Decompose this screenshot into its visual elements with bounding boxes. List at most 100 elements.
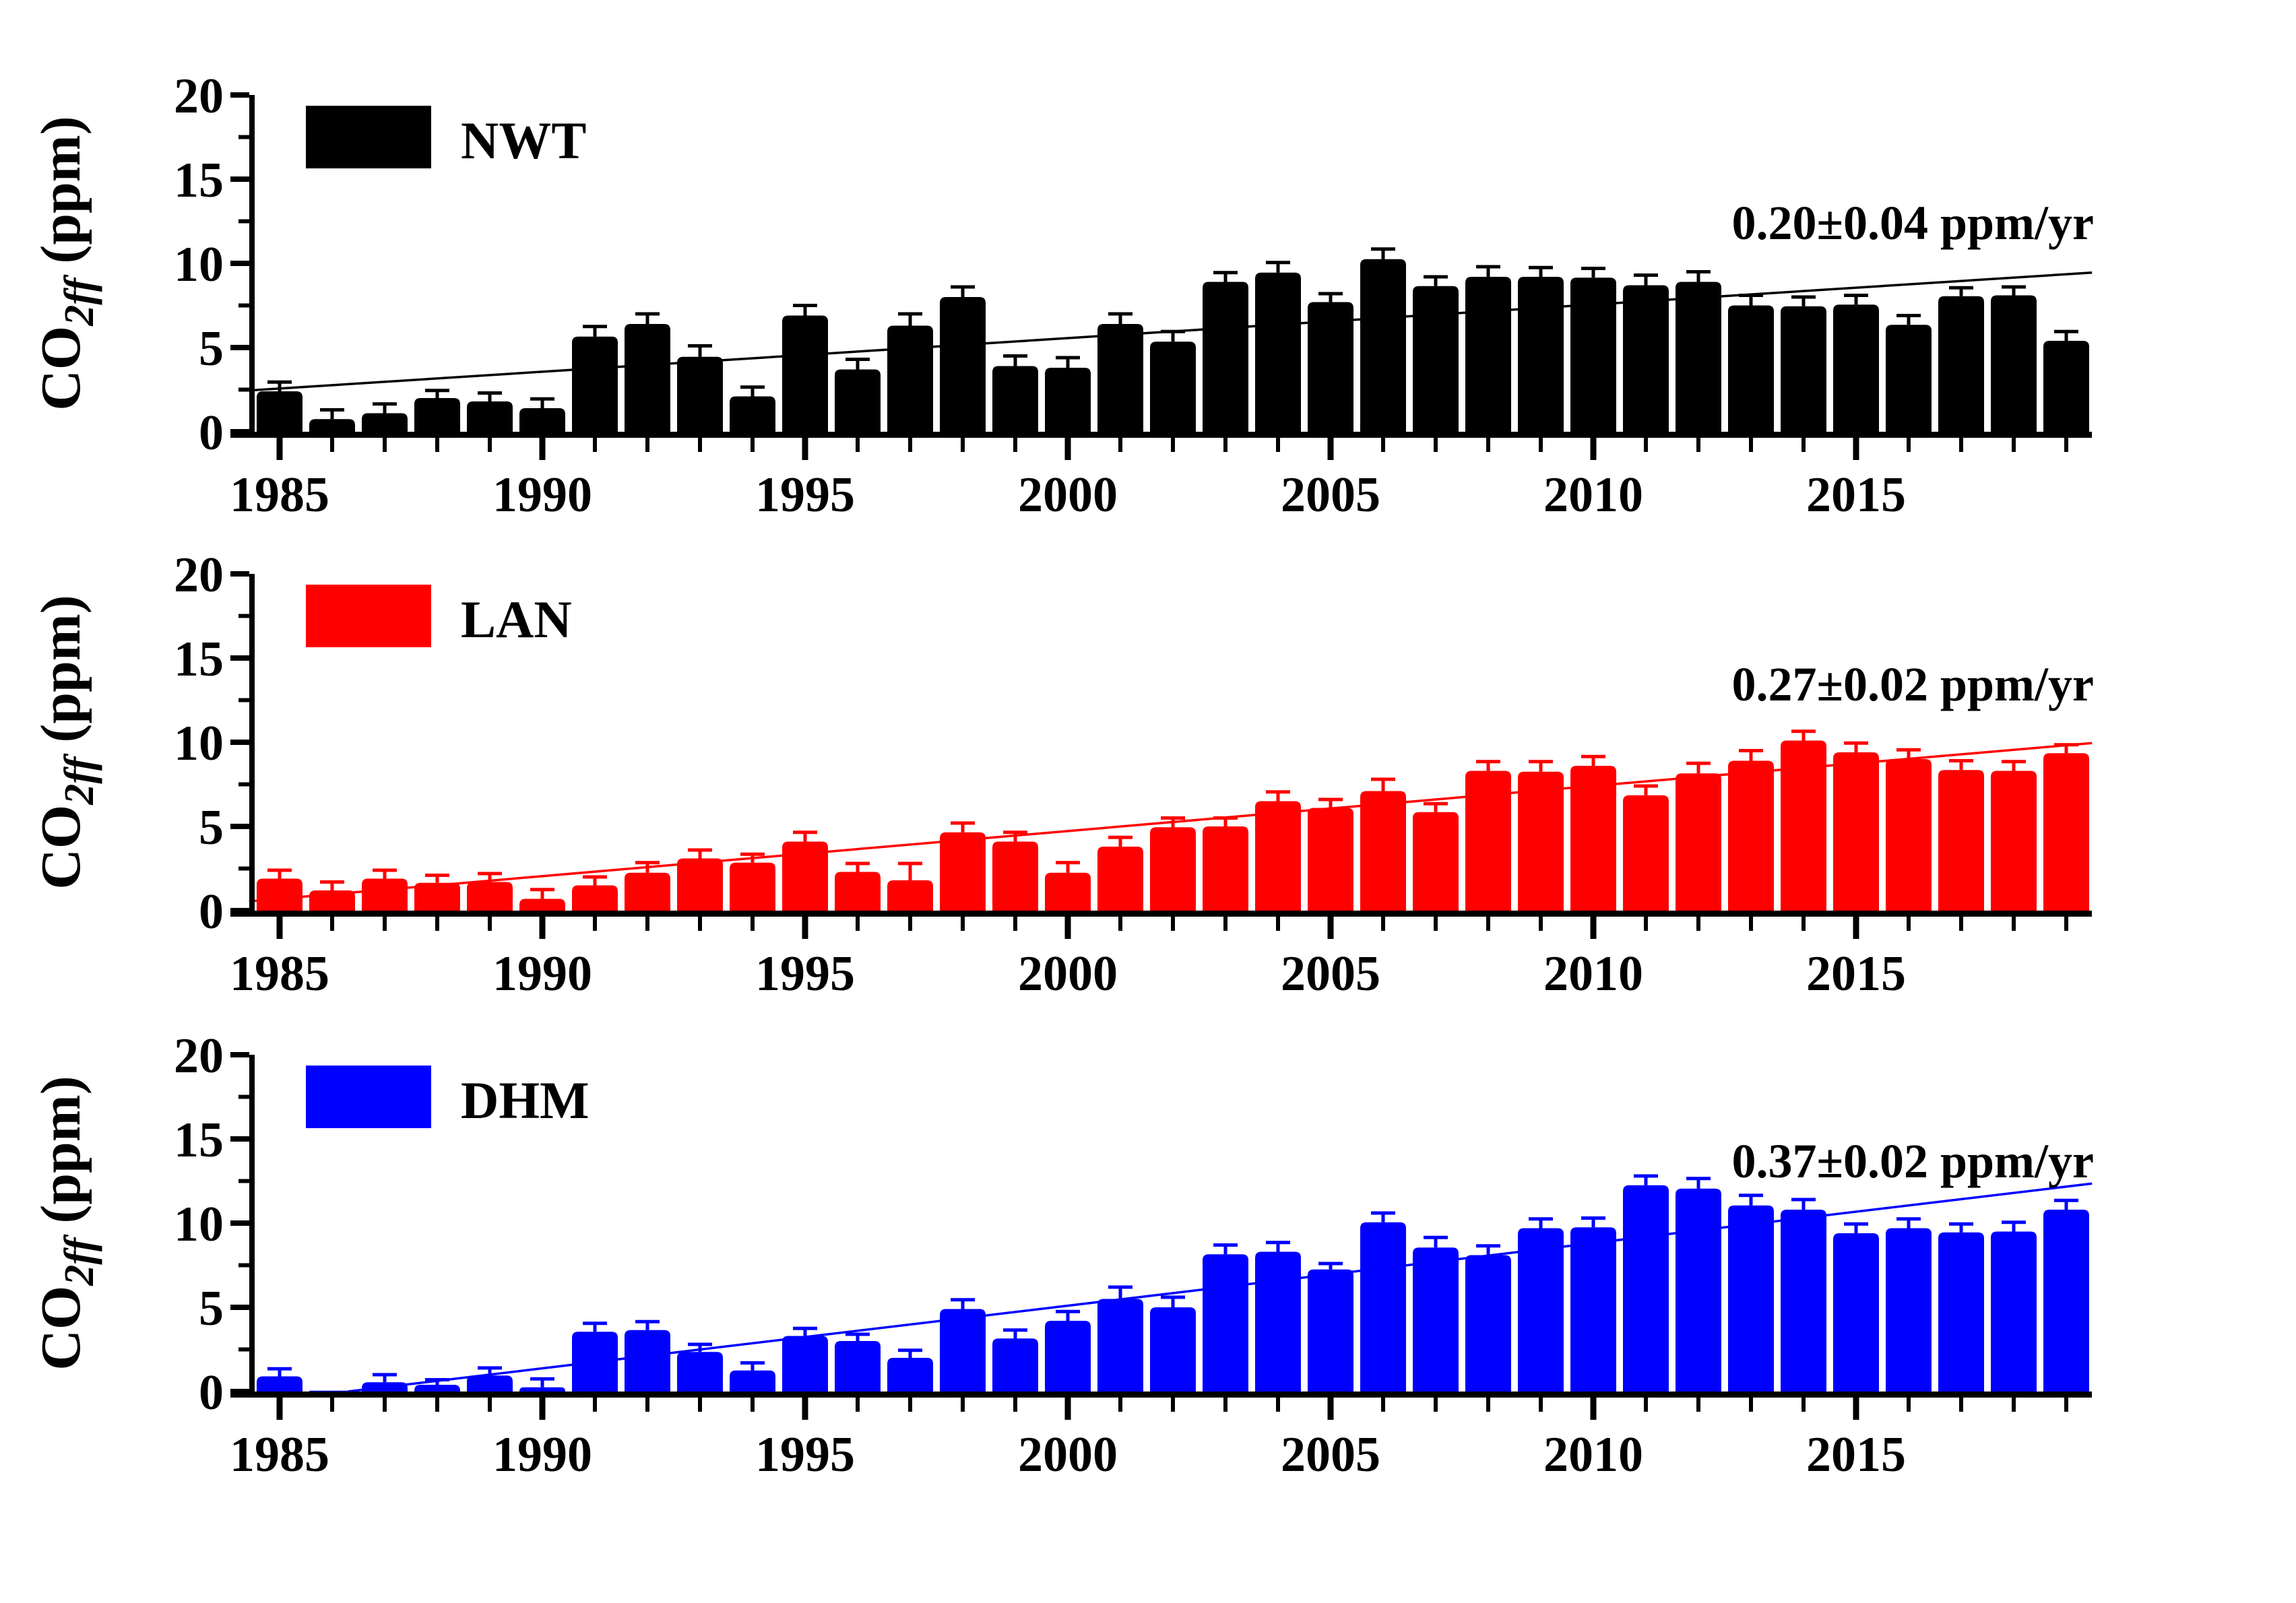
y-tick-label-5: 5 (199, 1281, 224, 1336)
legend-swatch-nwt (306, 106, 431, 168)
x-tick-1990 (539, 1398, 546, 1420)
bar-1991 (572, 885, 618, 911)
x-tick-1995 (802, 438, 808, 460)
bar-1995 (782, 315, 828, 432)
bar-1992 (625, 324, 670, 432)
x-minor-tick-2014 (1801, 1398, 1806, 1412)
x-minor-tick-1998 (961, 1398, 965, 1412)
bar-2015 (1833, 1233, 1879, 1392)
x-minor-tick-2007 (1434, 917, 1438, 931)
x-tick-label-1990: 1990 (492, 946, 592, 1002)
bar-1985 (257, 391, 302, 432)
x-minor-tick-2019 (2064, 917, 2068, 931)
x-tick-1985 (276, 917, 283, 939)
x-minor-tick-1997 (908, 917, 912, 931)
bar-2006 (1360, 791, 1406, 911)
y-minor-tick (238, 614, 249, 618)
bar-1996 (835, 1341, 881, 1392)
x-axis (230, 432, 2092, 438)
bar-2003 (1203, 1254, 1248, 1392)
bar-1989 (467, 882, 513, 911)
bar-2019 (2043, 341, 2089, 432)
bar-1993 (677, 858, 723, 911)
y-tick-20 (230, 571, 249, 577)
x-tick-1995 (802, 917, 808, 939)
bar-2005 (1308, 302, 1353, 432)
y-tick-label-10: 10 (174, 716, 224, 771)
bar-1990 (519, 1387, 565, 1392)
x-minor-tick-2009 (1539, 917, 1543, 931)
x-minor-tick-1988 (435, 1398, 439, 1412)
bar-2015 (1833, 304, 1879, 432)
bar-1989 (467, 1375, 513, 1392)
x-minor-tick-1991 (593, 438, 597, 452)
bar-2009 (1518, 277, 1564, 432)
legend-swatch-dhm (306, 1066, 431, 1128)
bar-1991 (572, 336, 618, 432)
y-axis-title-unit: (ppm) (30, 116, 92, 277)
bar-2012 (1676, 282, 1721, 432)
panel-nwt: 0 5 10 15 20 1985 1990 1995 2000 2005 2010 2015 NWT 0… (30, 69, 2094, 523)
x-minor-tick-2002 (1171, 1398, 1175, 1412)
bar-2010 (1570, 1227, 1616, 1392)
y-tick-15 (230, 176, 249, 182)
y-axis-title-sub: 2ff (57, 274, 102, 327)
bar-2014 (1781, 306, 1826, 432)
x-minor-tick-2008 (1486, 1398, 1490, 1412)
x-tick-label-1990: 1990 (492, 467, 592, 523)
y-axis (249, 95, 255, 438)
bar-2010 (1570, 766, 1616, 911)
bar-2013 (1728, 1205, 1774, 1392)
bar-2003 (1203, 826, 1248, 911)
x-minor-tick-1986 (330, 917, 334, 931)
x-minor-tick-2002 (1171, 917, 1175, 931)
bar-2002 (1150, 341, 1196, 432)
y-tick-label-20: 20 (174, 548, 224, 603)
y-axis-title-main: CO (30, 326, 92, 411)
x-minor-tick-2016 (1907, 1398, 1911, 1412)
bar-1997 (887, 325, 933, 432)
x-minor-tick-2006 (1381, 917, 1385, 931)
y-minor-tick (238, 1179, 249, 1183)
bar-2001 (1097, 324, 1143, 432)
bar-2016 (1886, 325, 1932, 432)
x-minor-tick-2008 (1486, 438, 1490, 452)
x-tick-label-2005: 2005 (1281, 1427, 1380, 1482)
bar-1987 (362, 413, 408, 432)
x-minor-tick-1986 (330, 1398, 334, 1412)
y-tick-15 (230, 655, 249, 661)
y-tick-label-15: 15 (174, 1113, 224, 1168)
bar-1993 (677, 1352, 723, 1392)
x-minor-tick-2003 (1223, 1398, 1227, 1412)
x-tick-label-1985: 1985 (230, 1427, 329, 1482)
bar-1999 (992, 366, 1038, 432)
y-tick-10 (230, 261, 249, 266)
x-minor-tick-2018 (2012, 1398, 2016, 1412)
x-tick-1990 (539, 917, 546, 939)
y-axis-title-unit: (ppm) (30, 1076, 92, 1237)
bar-2012 (1676, 1188, 1721, 1392)
bar-1997 (887, 1358, 933, 1392)
x-tick-label-2010: 2010 (1543, 1427, 1643, 1482)
panel-dhm: 0 5 10 15 20 1985 1990 1995 2000 2005 2010 2015 DHM 0… (30, 1028, 2094, 1482)
y-tick-10 (230, 740, 249, 745)
x-minor-tick-1988 (435, 438, 439, 452)
y-tick-label-0: 0 (199, 405, 224, 461)
x-minor-tick-1998 (961, 438, 965, 452)
x-tick-2015 (1853, 1398, 1859, 1420)
x-minor-tick-2018 (2012, 917, 2016, 931)
bar-2006 (1360, 259, 1406, 432)
y-tick-5 (230, 824, 249, 829)
x-minor-tick-2017 (1959, 1398, 1963, 1412)
x-minor-tick-2018 (2012, 438, 2016, 452)
y-axis-title: CO2ff (ppm) (30, 1076, 102, 1371)
x-tick-label-2000: 2000 (1018, 1427, 1118, 1482)
x-minor-tick-2016 (1907, 438, 1911, 452)
x-minor-tick-2007 (1434, 1398, 1438, 1412)
bar-2012 (1676, 773, 1721, 911)
y-minor-tick (238, 1094, 249, 1099)
bar-2018 (1991, 295, 2037, 432)
y-minor-tick (238, 135, 249, 139)
y-tick-label-15: 15 (174, 632, 224, 687)
bar-2005 (1308, 808, 1353, 911)
